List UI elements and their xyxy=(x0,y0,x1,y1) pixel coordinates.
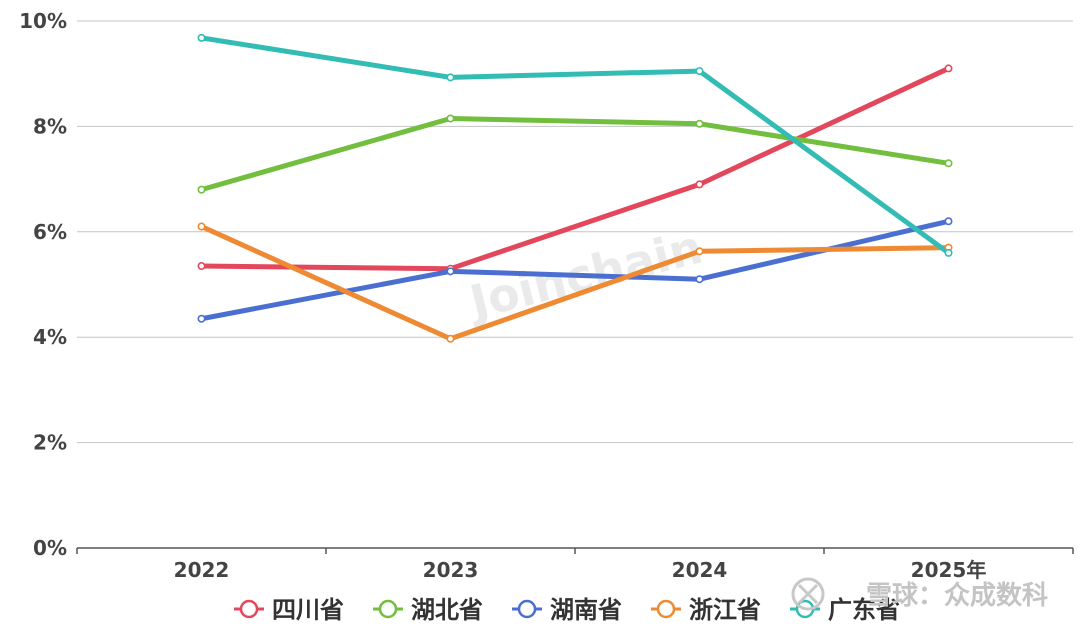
watermark-corner: 雪球：众成数科 xyxy=(791,577,1048,611)
data-point[interactable] xyxy=(446,73,455,82)
series-line[interactable] xyxy=(199,65,951,272)
data-point[interactable] xyxy=(695,119,704,128)
legend-label: 湖北省 xyxy=(411,596,483,624)
legend-circle-icon xyxy=(239,599,259,619)
series-line[interactable] xyxy=(199,115,951,193)
data-point[interactable] xyxy=(944,64,953,73)
grid-lines xyxy=(77,20,1073,444)
series-line[interactable] xyxy=(199,224,951,342)
data-point[interactable] xyxy=(446,334,455,343)
data-point[interactable] xyxy=(695,247,704,256)
watermark-corner-text: 雪球：众成数科 xyxy=(866,581,1048,611)
x-tick-label: 2024 xyxy=(672,558,728,582)
legend-item[interactable]: 湖北省 xyxy=(373,596,483,624)
data-point[interactable] xyxy=(446,267,455,276)
data-point[interactable] xyxy=(695,67,704,76)
x-axis: 2022 2023 2024 2025年 xyxy=(76,547,1074,582)
legend-circle-icon xyxy=(378,599,398,619)
legend[interactable]: 四川省 湖北省 湖南省 浙江省 广东省 xyxy=(234,596,900,624)
data-point[interactable] xyxy=(944,248,953,257)
data-point[interactable] xyxy=(197,185,206,194)
y-tick-label: 2% xyxy=(33,431,67,455)
x-tick-label: 2023 xyxy=(423,558,479,582)
legend-label: 浙江省 xyxy=(689,596,761,624)
y-tick-label: 0% xyxy=(33,536,67,560)
legend-label: 湖南省 xyxy=(550,596,622,624)
y-tick-label: 8% xyxy=(33,114,67,138)
data-point[interactable] xyxy=(944,217,953,226)
legend-circle-icon xyxy=(656,599,676,619)
series-line[interactable] xyxy=(199,35,951,256)
data-point[interactable] xyxy=(695,275,704,284)
xueqiu-logo-icon xyxy=(791,577,825,611)
y-tick-label: 10% xyxy=(19,9,67,33)
y-axis-ticks: 0% 2% 4% 6% 8% 10% xyxy=(19,9,67,560)
series-lines xyxy=(197,33,953,343)
legend-label: 四川省 xyxy=(272,596,344,624)
y-tick-label: 6% xyxy=(33,220,67,244)
legend-circle-icon xyxy=(517,599,537,619)
x-tick-label: 2025年 xyxy=(911,558,987,582)
data-point[interactable] xyxy=(197,33,206,42)
data-point[interactable] xyxy=(197,262,206,271)
legend-item[interactable]: 广东省 xyxy=(790,596,900,624)
legend-item[interactable]: 湖南省 xyxy=(512,596,622,624)
data-point[interactable] xyxy=(695,180,704,189)
y-tick-label: 4% xyxy=(33,325,67,349)
data-point[interactable] xyxy=(446,114,455,123)
x-tick-label: 2022 xyxy=(174,558,230,582)
data-point[interactable] xyxy=(944,159,953,168)
legend-item[interactable]: 浙江省 xyxy=(651,596,761,624)
data-point[interactable] xyxy=(197,222,206,231)
legend-item[interactable]: 四川省 xyxy=(234,596,344,624)
legend-label: 广东省 xyxy=(828,596,900,624)
data-point[interactable] xyxy=(197,314,206,323)
